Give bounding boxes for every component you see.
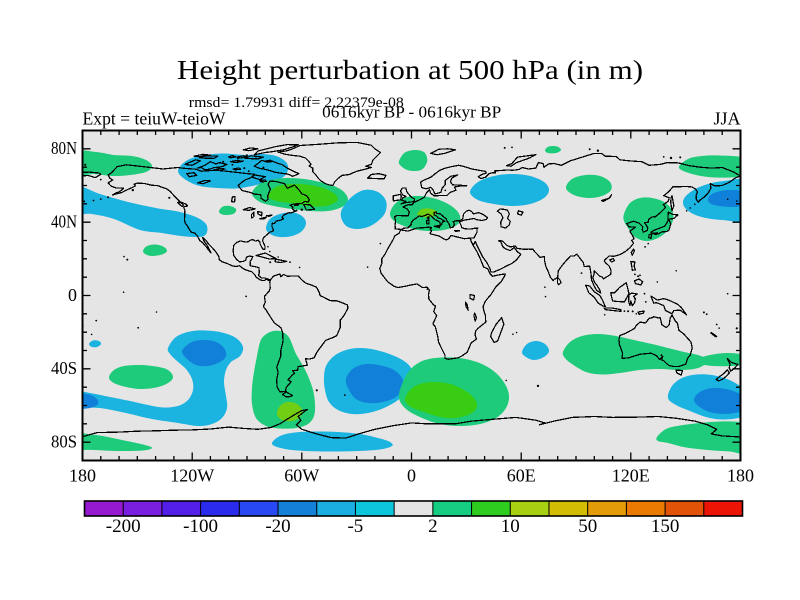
svg-text:60E: 60E xyxy=(507,466,536,486)
svg-text:-200: -200 xyxy=(106,516,141,537)
svg-text:120W: 120W xyxy=(170,466,214,486)
svg-text:80N: 80N xyxy=(51,138,77,158)
svg-text:2: 2 xyxy=(428,516,438,537)
svg-text:0: 0 xyxy=(68,285,77,305)
svg-text:40N: 40N xyxy=(51,212,77,232)
svg-text:rmsd= 1.79931 diff= 2.22379e-0: rmsd= 1.79931 diff= 2.22379e-08 xyxy=(189,95,404,111)
svg-text:60W: 60W xyxy=(284,466,319,486)
svg-text:50: 50 xyxy=(578,516,597,537)
svg-text:10: 10 xyxy=(501,516,520,537)
svg-text:180: 180 xyxy=(727,466,754,486)
svg-text:40S: 40S xyxy=(51,358,77,378)
svg-text:0616kyr BP - 0616kyr BP: 0616kyr BP - 0616kyr BP xyxy=(322,103,501,122)
svg-text:120E: 120E xyxy=(612,466,650,486)
svg-text:150: 150 xyxy=(651,516,680,537)
svg-text:-100: -100 xyxy=(183,516,218,537)
svg-text:-20: -20 xyxy=(265,516,290,537)
svg-text:-5: -5 xyxy=(347,516,363,537)
svg-text:JJA: JJA xyxy=(713,109,740,129)
svg-text:0: 0 xyxy=(407,466,416,486)
svg-text:180: 180 xyxy=(69,466,96,486)
svg-text:Height perturbation at 500 hPa: Height perturbation at 500 hPa (in m) xyxy=(177,54,643,85)
svg-text:Expt = teiuW-teioW: Expt = teiuW-teioW xyxy=(83,109,226,129)
svg-text:80S: 80S xyxy=(51,432,77,452)
